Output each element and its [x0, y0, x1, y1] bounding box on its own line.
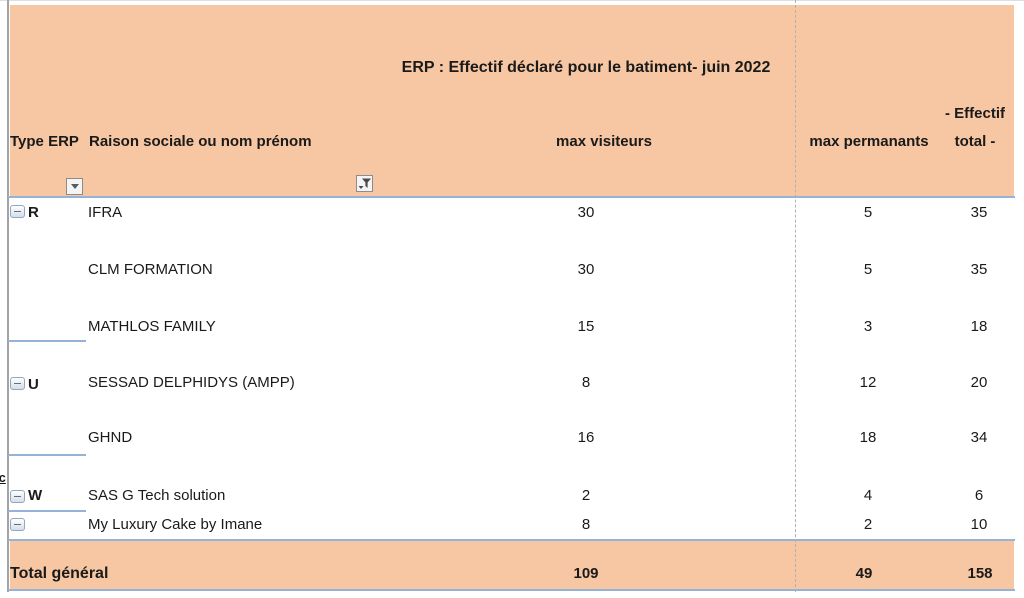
max-visiteurs-cell[interactable]: 30 — [577, 261, 595, 278]
max-visiteurs-cell[interactable]: 8 — [581, 516, 591, 533]
total-top-border — [8, 539, 1015, 541]
max-visiteurs-cell[interactable]: 2 — [581, 487, 591, 504]
group-w-underline — [8, 510, 86, 512]
row-name-cell[interactable]: My Luxury Cake by Imane — [88, 516, 263, 533]
total-bottom-border — [8, 589, 1015, 591]
max-permanants-cell[interactable]: 12 — [859, 374, 877, 391]
max-visiteurs-cell[interactable]: 8 — [581, 374, 591, 391]
effectif-total-cell[interactable]: 10 — [970, 516, 988, 533]
group-label-cell[interactable]: W — [28, 487, 43, 504]
grand-total-label[interactable]: Total général — [10, 565, 109, 582]
raison-sociale-filter-applied-button[interactable] — [356, 175, 373, 192]
row-name-cell[interactable]: IFRA — [88, 204, 123, 221]
effectif-total-cell[interactable]: 35 — [970, 204, 988, 221]
collapse-group-r-button[interactable] — [10, 205, 25, 218]
report-title[interactable]: ERP : Effectif déclaré pour le batiment-… — [401, 59, 771, 76]
column-header-raison-sociale[interactable]: Raison sociale ou nom prénom — [89, 133, 312, 150]
max-permanants-cell[interactable]: 3 — [863, 318, 873, 335]
header-bottom-border — [8, 196, 1015, 198]
row-name-cell[interactable]: CLM FORMATION — [88, 261, 213, 278]
grand-total-max-permanants[interactable]: 49 — [855, 565, 873, 582]
collapse-group-u-button[interactable] — [10, 377, 25, 390]
effectif-total-cell[interactable]: 18 — [970, 318, 988, 335]
total-row-fill — [10, 541, 1014, 589]
max-visiteurs-cell[interactable]: 15 — [577, 318, 595, 335]
column-header-effectif-total[interactable]: - Effectif total - — [945, 105, 1005, 150]
left-table-border — [7, 0, 9, 592]
max-permanants-cell[interactable]: 5 — [863, 261, 873, 278]
group-r-underline — [8, 340, 86, 342]
group-label-cell[interactable]: R — [28, 204, 39, 221]
row-name-cell[interactable]: SAS G Tech solution — [88, 487, 226, 504]
effectif-total-cell[interactable]: 6 — [974, 487, 984, 504]
clipped-left-edge-text: ic — [0, 470, 6, 485]
max-permanants-cell[interactable]: 2 — [863, 516, 873, 533]
max-permanants-cell[interactable]: 4 — [863, 487, 873, 504]
row-name-cell[interactable]: SESSAD DELPHIDYS (AMPP) — [88, 374, 295, 391]
column-header-max-visiteurs[interactable]: max visiteurs — [556, 133, 652, 150]
grand-total-max-visiteurs[interactable]: 109 — [573, 565, 599, 582]
column-header-type-erp[interactable]: Type ERP — [10, 133, 79, 150]
effectif-total-cell[interactable]: 20 — [970, 374, 988, 391]
max-visiteurs-cell[interactable]: 16 — [577, 429, 595, 446]
top-gridline — [0, 0, 1024, 1]
max-permanants-cell[interactable]: 5 — [863, 204, 873, 221]
page-break-dashed-line — [795, 0, 796, 592]
funnel-filter-icon — [358, 178, 371, 189]
row-name-cell[interactable]: GHND — [88, 429, 133, 446]
collapse-group-last-button[interactable] — [10, 518, 25, 531]
dropdown-arrow-icon — [70, 184, 79, 189]
max-visiteurs-cell[interactable]: 30 — [577, 204, 595, 221]
max-permanants-cell[interactable]: 18 — [859, 429, 877, 446]
row-name-cell[interactable]: MATHLOS FAMILY — [88, 318, 216, 335]
group-u-underline — [8, 454, 86, 456]
collapse-group-w-button[interactable] — [10, 490, 25, 503]
type-erp-filter-dropdown-button[interactable] — [66, 178, 83, 195]
column-header-max-permanants[interactable]: max permanants — [809, 133, 929, 150]
effectif-total-cell[interactable]: 34 — [970, 429, 988, 446]
effectif-total-cell[interactable]: 35 — [970, 261, 988, 278]
grand-total-effectif-total[interactable]: 158 — [967, 565, 993, 582]
header-fill — [10, 5, 1014, 197]
group-label-cell[interactable]: U — [28, 376, 39, 393]
